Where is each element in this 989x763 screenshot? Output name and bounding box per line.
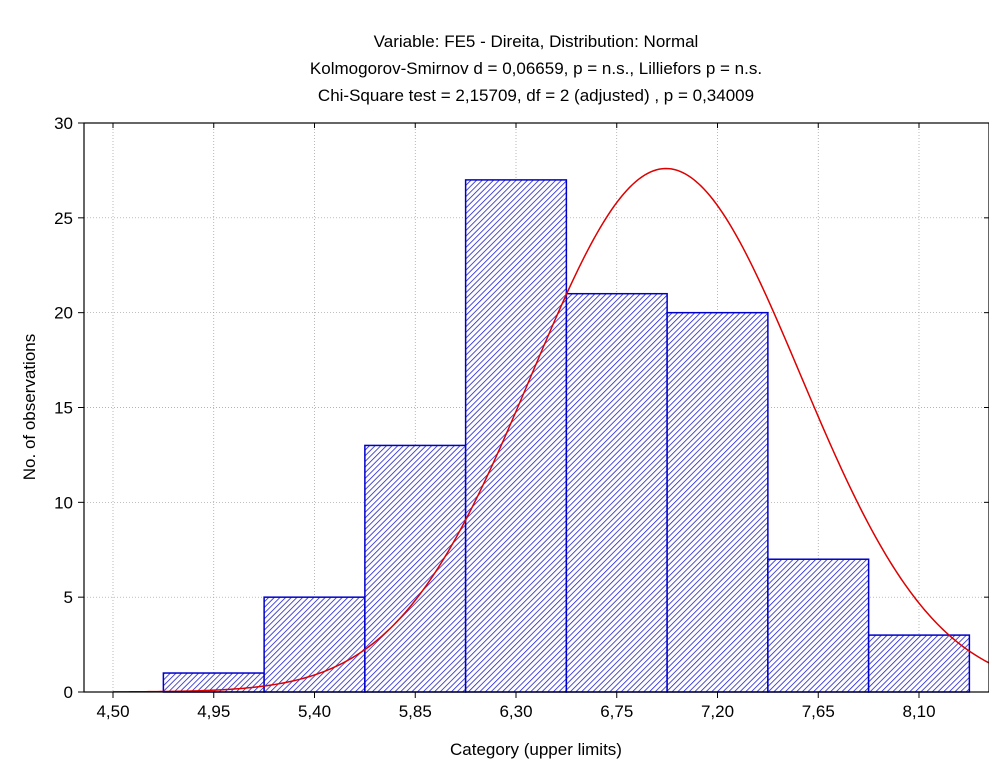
normal-curve (112, 167, 989, 692)
y-tick-label: 5 (64, 588, 73, 607)
histogram-bar (767, 558, 870, 693)
x-tick-label: 8,10 (902, 702, 935, 721)
x-axis-ticks: 4,50 4,95 5,40 5,85 6,30 6,75 7,20 7,65 8,10 (96, 123, 936, 721)
y-tick-label: 20 (54, 304, 73, 323)
histogram-bar (464, 179, 568, 693)
histogram-bar (162, 672, 265, 693)
histogram-bar (666, 311, 769, 693)
x-tick-label: 7,65 (802, 702, 835, 721)
histogram-bar (867, 634, 971, 693)
x-tick-label: 5,85 (399, 702, 432, 721)
histogram-bar (565, 292, 668, 693)
x-tick-label: 6,30 (499, 702, 532, 721)
chart-title-line-1: Variable: FE5 - Direita, Distribution: N… (374, 32, 699, 51)
y-tick-label: 30 (54, 114, 73, 133)
histogram-bars (162, 179, 971, 693)
y-axis-label: No. of observations (20, 334, 39, 480)
x-tick-label: 7,20 (701, 702, 734, 721)
x-tick-label: 4,95 (197, 702, 230, 721)
x-tick-label: 6,75 (600, 702, 633, 721)
x-axis-label: Category (upper limits) (450, 740, 622, 759)
y-tick-label: 25 (54, 209, 73, 228)
y-tick-label: 15 (54, 399, 73, 418)
chart-title: Variable: FE5 - Direita, Distribution: N… (310, 32, 762, 105)
histogram-bar (263, 596, 366, 693)
normal-fit-curve (112, 167, 989, 692)
y-axis-ticks: 0 5 10 15 20 25 30 (54, 114, 989, 702)
y-tick-label: 10 (54, 493, 73, 512)
histogram-bar (364, 444, 467, 693)
chart-title-line-3: Chi-Square test = 2,15709, df = 2 (adjus… (318, 86, 754, 105)
y-tick-label: 0 (64, 683, 73, 702)
x-tick-label: 4,50 (96, 702, 129, 721)
chart-title-line-2: Kolmogorov-Smirnov d = 0,06659, p = n.s.… (310, 59, 762, 78)
x-tick-label: 5,40 (298, 702, 331, 721)
